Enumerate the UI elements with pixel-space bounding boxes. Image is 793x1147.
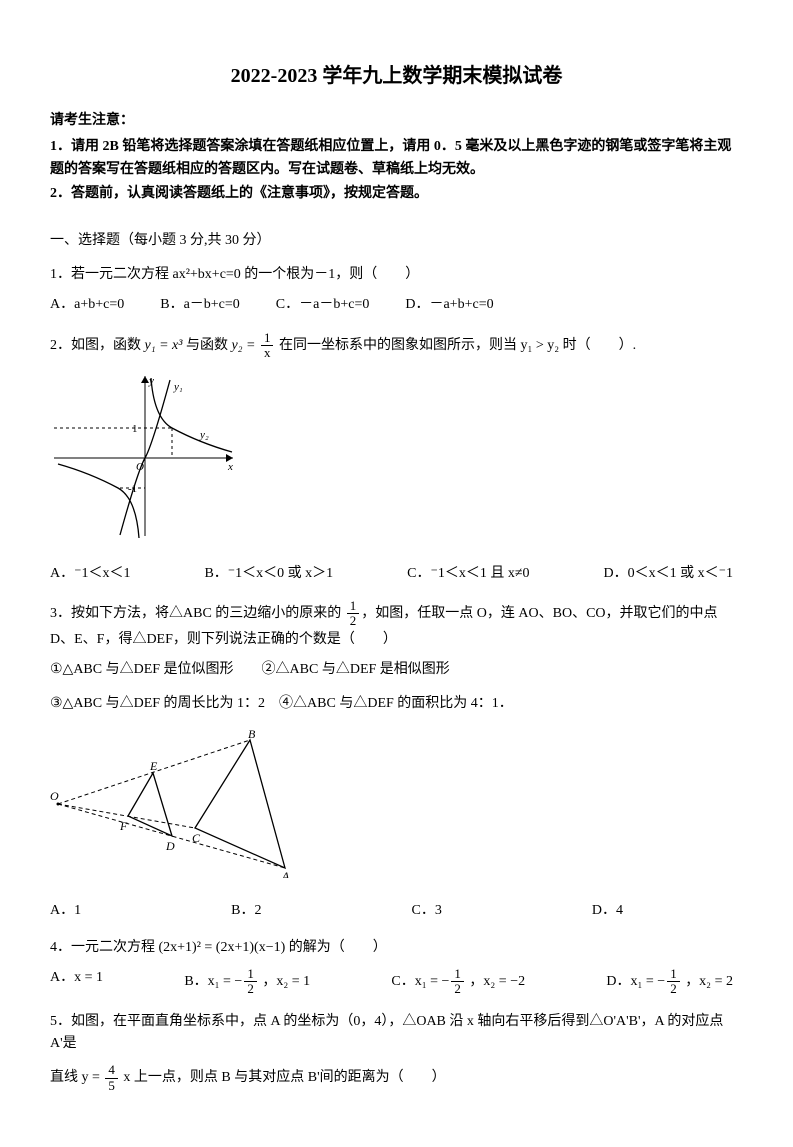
q4-b-den: 2 xyxy=(244,982,257,996)
q2-graph-label-x: x xyxy=(227,461,233,473)
q1-option-d: D．－a+b+c=0 xyxy=(405,294,493,316)
q4-b-fraction: 12 xyxy=(244,967,257,997)
q3-option-c: C．3 xyxy=(412,900,442,922)
q3-option-b: B．2 xyxy=(231,900,261,922)
q5-line2-suffix: x 上一点，则点 B 与其对应点 B'间的距离为（ ） xyxy=(120,1070,446,1085)
q4-c-prefix: C．x₁ = − xyxy=(391,974,449,989)
q3-options: A．1 B．2 C．3 D．4 xyxy=(50,900,743,922)
q5-line2-prefix: 直线 y = xyxy=(50,1070,103,1085)
q2-options: A．⁻1＜x＜1 B．⁻1＜x＜0 或 x＞1 C．⁻1＜x＜1 且 x≠0 D… xyxy=(50,563,743,585)
page-title: 2022-2023 学年九上数学期末模拟试卷 xyxy=(50,60,743,92)
q2-graph-label-1: 1 xyxy=(132,423,138,435)
q4-option-a: A．x = 1 xyxy=(50,967,103,997)
q2-fraction: 1x xyxy=(261,331,274,361)
q4-c-den: 2 xyxy=(451,982,464,996)
instructions-header: 请考生注意： xyxy=(50,110,743,132)
q4-d-den: 2 xyxy=(667,982,680,996)
q4-d-fraction: 12 xyxy=(667,967,680,997)
q4-d-suffix: ，x₂ = 2 xyxy=(682,974,733,989)
question-4: 4．一元二次方程 (2x+1)² = (2x+1)(x−1) 的解为（ ） A．… xyxy=(50,937,743,997)
q3-label-c: C xyxy=(192,831,201,845)
q5-frac-den: 5 xyxy=(105,1079,118,1093)
q3-label-a: A xyxy=(281,869,290,878)
q3-statement-2: ③△ABC 与△DEF 的周长比为 1：2 ④△ABC 与△DEF 的面积比为 … xyxy=(50,693,743,715)
q1-option-a: A．a+b+c=0 xyxy=(50,294,124,316)
q3-label-d: D xyxy=(165,839,175,853)
q3-stem-prefix: 3．按如下方法，将△ABC 的三边缩小的原来的 xyxy=(50,606,345,621)
q3-statement-1: ①△ABC 与△DEF 是位似图形 ②△ABC 与△DEF 是相似图形 xyxy=(50,659,743,681)
q2-stem-mid: 与函数 xyxy=(182,338,231,353)
q2-frac-den: x xyxy=(261,346,274,360)
q4-b-suffix: ，x₂ = 1 xyxy=(259,974,310,989)
q2-stem: 2．如图，函数 y₁ = x³ 与函数 y₂ = 1x 在同一坐标系中的图象如图… xyxy=(50,331,743,361)
q4-c-fraction: 12 xyxy=(451,967,464,997)
q2-stem-suffix: 在同一坐标系中的图象如图所示，则当 y₁ > y₂ 时（ ）. xyxy=(275,338,636,353)
q2-graph-svg: y x O 1 -1 y₁ y₂ xyxy=(50,370,240,540)
q3-frac-den: 2 xyxy=(347,614,360,628)
q2-option-b: B．⁻1＜x＜0 或 x＞1 xyxy=(204,563,333,585)
q3-graph-svg: O A B C D E F xyxy=(50,728,320,878)
q4-options: A．x = 1 B．x₁ = −12 ，x₂ = 1 C．x₁ = −12 ，x… xyxy=(50,967,743,997)
instruction-line-2: 2．答题前，认真阅读答题纸上的《注意事项》，按规定答题。 xyxy=(50,183,743,205)
q3-option-a: A．1 xyxy=(50,900,81,922)
q3-label-e: E xyxy=(149,759,158,773)
q3-label-b: B xyxy=(248,728,256,741)
q5-line1: 5．如图，在平面直角坐标系中，点 A 的坐标为（0，4），△OAB 沿 x 轴向… xyxy=(50,1011,743,1056)
q2-graph-label-o: O xyxy=(136,461,144,473)
q4-option-d: D．x₁ = −12 ，x₂ = 2 xyxy=(606,967,733,997)
q5-frac-num: 4 xyxy=(105,1063,118,1078)
q3-graph: O A B C D E F xyxy=(50,728,743,886)
q2-graph-label-neg1: -1 xyxy=(128,483,137,495)
q1-options: A．a+b+c=0 B．a－b+c=0 C．－a－b+c=0 D．－a+b+c=… xyxy=(50,294,743,316)
q2-graph: y x O 1 -1 y₁ y₂ xyxy=(50,370,743,548)
q1-option-b: B．a－b+c=0 xyxy=(160,294,240,316)
question-2: 2．如图，函数 y₁ = x³ 与函数 y₂ = 1x 在同一坐标系中的图象如图… xyxy=(50,331,743,585)
q2-stem-prefix: 2．如图，函数 xyxy=(50,338,145,353)
q1-option-c: C．－a－b+c=0 xyxy=(276,294,370,316)
q2-y1-eq: y₁ = x³ xyxy=(145,338,183,353)
q4-b-num: 1 xyxy=(244,967,257,982)
q3-stem: 3．按如下方法，将△ABC 的三边缩小的原来的 12，如图，任取一点 O，连 A… xyxy=(50,599,743,651)
q4-d-num: 1 xyxy=(667,967,680,982)
q4-c-suffix: ，x₂ = −2 xyxy=(466,974,525,989)
q4-stem: 4．一元二次方程 (2x+1)² = (2x+1)(x−1) 的解为（ ） xyxy=(50,937,743,959)
q4-b-prefix: B．x₁ = − xyxy=(184,974,242,989)
q5-fraction: 45 xyxy=(105,1063,118,1093)
q2-frac-num: 1 xyxy=(261,331,274,346)
question-3: 3．按如下方法，将△ABC 的三边缩小的原来的 12，如图，任取一点 O，连 A… xyxy=(50,599,743,923)
q3-fraction: 12 xyxy=(347,599,360,629)
question-1: 1．若一元二次方程 ax²+bx+c=0 的一个根为－1，则（ ） A．a+b+… xyxy=(50,264,743,317)
q2-graph-label-y1: y₁ xyxy=(173,381,183,393)
q3-option-d: D．4 xyxy=(592,900,623,922)
q2-y2-prefix: y₂ = xyxy=(231,338,259,353)
q2-option-d: D．0＜x＜1 或 x＜⁻1 xyxy=(603,563,733,585)
q2-option-a: A．⁻1＜x＜1 xyxy=(50,563,131,585)
q4-option-b: B．x₁ = −12 ，x₂ = 1 xyxy=(184,967,310,997)
q4-c-num: 1 xyxy=(451,967,464,982)
q2-graph-label-y2: y₂ xyxy=(199,429,209,441)
q3-label-f: F xyxy=(119,819,128,833)
q5-line2: 直线 y = 45 x 上一点，则点 B 与其对应点 B'间的距离为（ ） xyxy=(50,1063,743,1093)
q3-frac-num: 1 xyxy=(347,599,360,614)
q2-graph-label-y: y xyxy=(148,375,154,387)
q3-label-o: O xyxy=(50,789,59,803)
instruction-line-1: 1．请用 2B 铅笔将选择题答案涂填在答题纸相应位置上，请用 0．5 毫米及以上… xyxy=(50,136,743,181)
section-1-header: 一、选择题（每小题 3 分,共 30 分） xyxy=(50,230,743,252)
q4-d-prefix: D．x₁ = − xyxy=(606,974,665,989)
question-5: 5．如图，在平面直角坐标系中，点 A 的坐标为（0，4），△OAB 沿 x 轴向… xyxy=(50,1011,743,1093)
q1-stem: 1．若一元二次方程 ax²+bx+c=0 的一个根为－1，则（ ） xyxy=(50,264,743,286)
q2-option-c: C．⁻1＜x＜1 且 x≠0 xyxy=(407,563,529,585)
q4-option-c: C．x₁ = −12 ，x₂ = −2 xyxy=(391,967,525,997)
